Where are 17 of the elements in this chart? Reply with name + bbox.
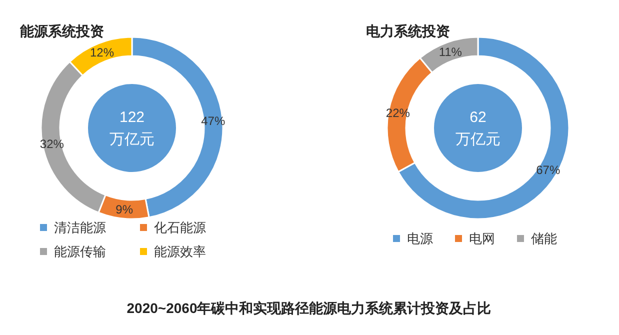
- text: 万亿元: [456, 131, 500, 148]
- legend-label: 能源效率: [154, 244, 206, 259]
- data-label: 9%: [116, 202, 134, 217]
- legend-label: 化石能源: [154, 220, 206, 235]
- chart-title: 能源系统投资: [20, 23, 104, 39]
- text: 2020~2060年碳中和实现路径能源电力系统累计投资及占比: [126, 300, 492, 316]
- legend-label: 能源传输: [54, 244, 106, 259]
- text: 122: [119, 109, 145, 126]
- data-label: 12%: [90, 46, 114, 60]
- legend-label: 电网: [469, 231, 495, 246]
- legend-label: 电源: [407, 231, 433, 246]
- chart-title: 电力系统投资: [366, 23, 450, 39]
- text: 万亿元: [110, 131, 154, 148]
- text: 62: [470, 109, 486, 126]
- legend-label: 储能: [531, 231, 557, 246]
- legend-label: 清洁能源: [54, 220, 106, 235]
- data-label: 11%: [438, 44, 462, 59]
